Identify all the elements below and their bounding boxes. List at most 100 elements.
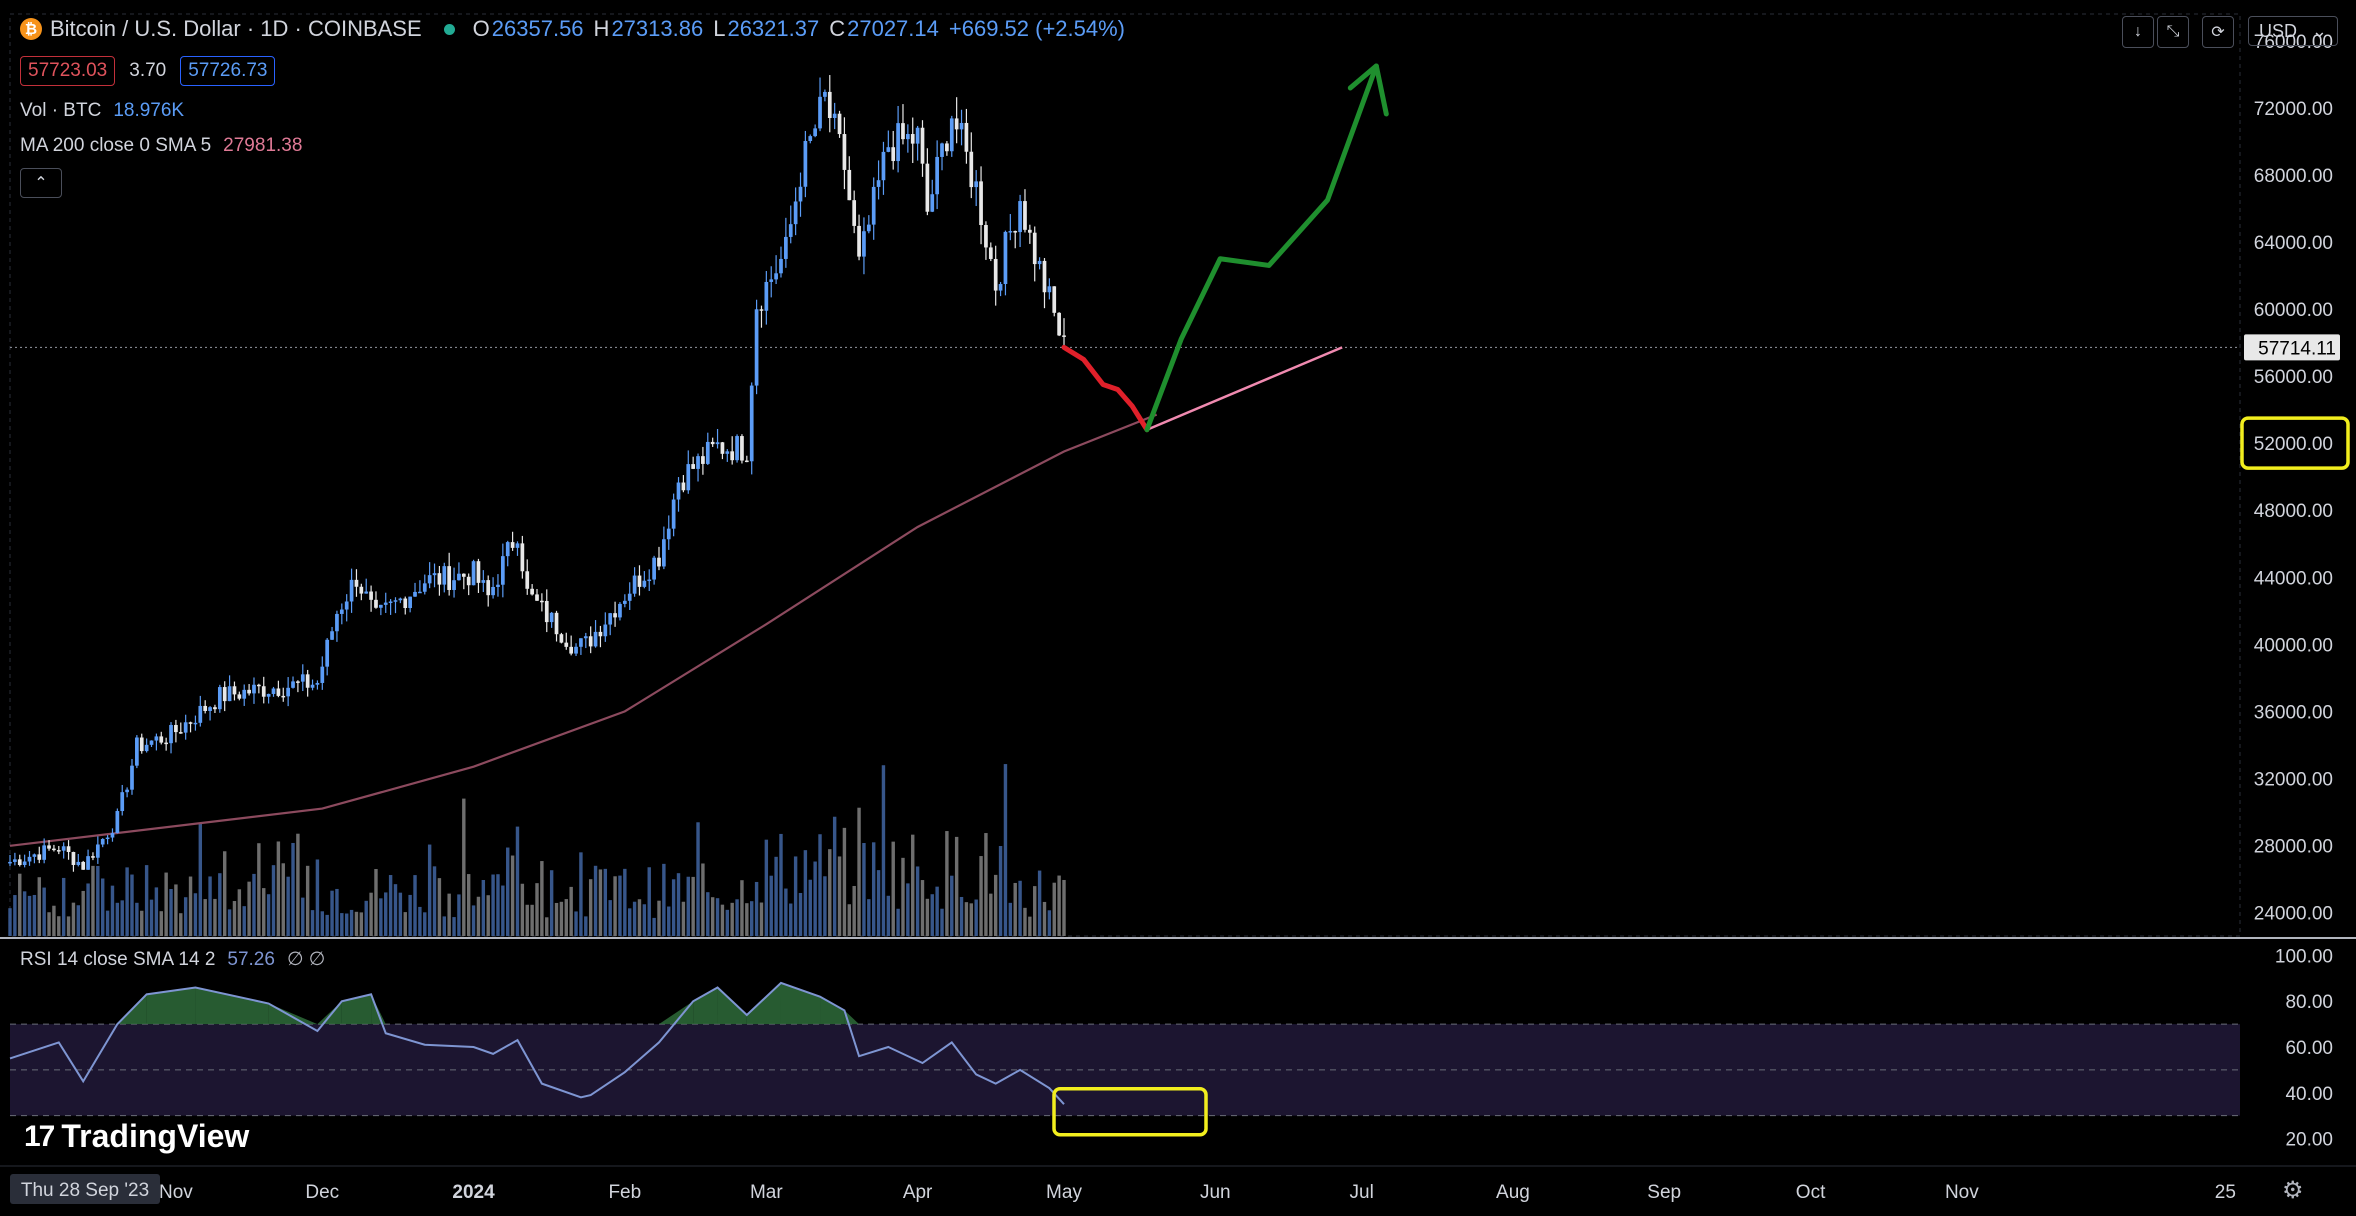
volume-bar	[457, 894, 461, 936]
candle-body	[749, 385, 754, 462]
volume-bar	[667, 906, 671, 936]
candle-body	[105, 837, 110, 840]
time-axis-label: Aug	[1496, 1182, 1530, 1203]
volume-bar	[462, 798, 466, 936]
symbol-title[interactable]: Bitcoin / U.S. Dollar · 1D · COINBASE	[50, 16, 422, 41]
volume-bar	[662, 863, 666, 936]
volume-bar	[510, 855, 515, 936]
volume-bar	[218, 873, 222, 936]
collapse-legend-button[interactable]: ⌃	[20, 168, 62, 198]
volume-bar	[837, 856, 842, 936]
candle-body	[842, 134, 847, 170]
close-value: 27027.14	[847, 16, 939, 41]
volume-bar	[754, 881, 759, 936]
candle-body	[1018, 201, 1022, 233]
rsi-legend-extra: ∅ ∅	[286, 949, 326, 970]
candle-body	[788, 224, 793, 237]
volume-bar	[501, 885, 505, 936]
volume-bar	[730, 902, 734, 936]
volume-bar	[286, 876, 290, 936]
candle-body	[481, 580, 486, 583]
volume-bar	[793, 856, 798, 936]
volume-bar	[598, 869, 603, 936]
candle-body	[91, 856, 95, 858]
candle-body	[891, 147, 896, 162]
candle-body	[442, 566, 447, 585]
volume-bar	[554, 902, 559, 936]
candle-body	[740, 436, 744, 461]
volume-bar	[798, 892, 803, 936]
volume-bar	[110, 885, 115, 936]
volume-bar	[901, 857, 905, 936]
volume-bar	[852, 885, 856, 936]
gear-icon[interactable]: ⚙	[2282, 1177, 2304, 1204]
ma-200-line	[9, 413, 1158, 847]
volume-bar	[569, 886, 573, 936]
candle-body	[564, 642, 569, 647]
candle-body	[71, 851, 76, 865]
time-axis-label: Oct	[1796, 1182, 1826, 1203]
rsi-overbought-fill	[693, 987, 718, 1025]
volume-bar	[1028, 916, 1032, 936]
rsi-legend-name: RSI 14 close SMA 14 2	[20, 949, 216, 970]
volume-bar	[222, 851, 227, 936]
candle-body	[56, 850, 61, 852]
volume-bar	[32, 894, 37, 936]
candle-body	[559, 634, 564, 643]
volume-bar	[276, 841, 281, 936]
currency-select[interactable]: USD ⌄	[2248, 16, 2338, 46]
volume-bar	[242, 906, 246, 936]
candle-body	[286, 687, 290, 697]
candle-body	[881, 151, 886, 181]
fullscreen-button[interactable]: ⤡	[2157, 16, 2189, 48]
candle-body	[935, 156, 939, 195]
volume-bar	[540, 861, 544, 936]
candle-body	[100, 838, 105, 845]
volume-bar	[340, 913, 344, 936]
volume-bar	[1013, 882, 1017, 936]
candle-body	[310, 684, 315, 688]
rsi-legend[interactable]: RSI 14 close SMA 14 2 57.26 ∅ ∅	[20, 948, 325, 971]
volume-bar	[18, 873, 22, 936]
volume-bar	[305, 865, 310, 936]
bitcoin-icon: ₿	[20, 18, 42, 40]
candle-body	[998, 284, 1003, 291]
volume-bar	[1042, 901, 1047, 936]
volume-bar	[906, 883, 910, 936]
candle-body	[8, 861, 12, 864]
volume-bar	[686, 876, 690, 936]
sell-price-button[interactable]: 57723.03	[20, 56, 116, 86]
volume-bar	[291, 842, 295, 936]
candle-body	[808, 136, 813, 141]
candle-body	[642, 580, 647, 587]
time-axis-label: Nov	[1945, 1182, 1979, 1203]
candle-body	[554, 612, 559, 635]
volume-legend[interactable]: Vol · BTC 18.976K	[20, 100, 184, 122]
volume-bar	[281, 863, 285, 936]
candle-body	[81, 861, 86, 870]
chevron-up-icon: ⌃	[34, 175, 48, 192]
buy-price-button[interactable]: 57726.73	[180, 56, 276, 86]
price-axis-label: 28000.00	[2254, 836, 2333, 857]
candle-body	[413, 591, 417, 597]
volume-bar	[335, 888, 339, 936]
ma-legend-value: 27981.38	[223, 135, 303, 156]
time-axis-label: Mar	[750, 1182, 783, 1203]
symbol-header[interactable]: ₿ Bitcoin / U.S. Dollar · 1D · COINBASE …	[20, 16, 1135, 42]
volume-bar	[154, 887, 159, 936]
volume-bar	[1008, 902, 1013, 936]
currency-label: USD	[2259, 20, 2298, 41]
volume-bar	[188, 876, 193, 936]
volume-bar	[432, 866, 437, 936]
ma-legend[interactable]: MA 200 close 0 SMA 5 27981.38	[20, 135, 302, 157]
volume-bar	[325, 914, 329, 936]
reset-button[interactable]: ⟳	[2202, 16, 2234, 48]
candle-body	[120, 792, 125, 812]
candle-body	[422, 583, 427, 592]
download-button[interactable]: ↓	[2122, 16, 2154, 48]
candle-body	[652, 557, 656, 580]
crosshair-date-label: Thu 28 Sep '23	[21, 1180, 149, 1201]
volume-bar	[169, 888, 173, 936]
candle-body	[325, 639, 330, 667]
